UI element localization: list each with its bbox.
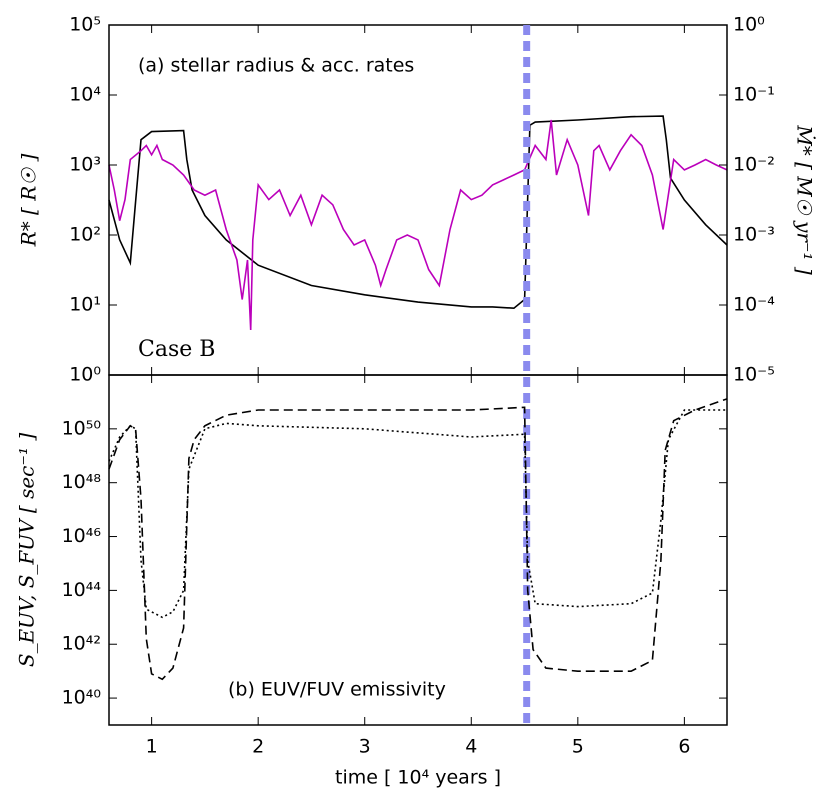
y2-tick-label: 10⁻⁴ — [733, 294, 775, 316]
y-tick-label: 10⁴ — [69, 84, 101, 106]
y2-axis-label: Ṁ* [ M☉ yr⁻¹ ] — [793, 124, 817, 275]
data-line — [108, 398, 728, 681]
y-tick-label: 10² — [69, 224, 101, 246]
plot-frame — [108, 24, 728, 376]
data-line — [108, 409, 727, 619]
y-tick-label: 10⁴⁰ — [62, 687, 101, 709]
y-tick-label: 10⁵⁰ — [62, 417, 101, 439]
y-tick-label: 10³ — [69, 154, 101, 176]
x-tick-label: 5 — [572, 736, 584, 758]
y-tick-label: 10⁴⁴ — [62, 579, 102, 601]
y-tick-label: 10¹ — [69, 294, 101, 316]
y-tick-label: 10⁴⁶ — [62, 525, 101, 547]
y-axis-label: S_EUV, S_FUV [ sec⁻¹ ] — [15, 433, 39, 667]
x-tick-label: 4 — [465, 736, 477, 758]
data-line — [108, 115, 728, 310]
x-tick-label: 1 — [146, 736, 158, 758]
data-line — [108, 119, 728, 331]
annotation: Case B — [138, 337, 215, 362]
y-tick-label: 10⁴² — [62, 633, 101, 655]
y2-tick-label: 10⁻² — [733, 154, 775, 176]
x-tick-label: 3 — [359, 736, 371, 758]
y-tick-label: 10⁴⁸ — [62, 471, 101, 493]
annotation: (a) stellar radius & acc. rates — [138, 55, 414, 77]
y2-tick-label: 10⁻⁵ — [733, 364, 775, 386]
y-axis-label: R* [ R☉ ] — [17, 153, 41, 247]
y2-tick-label: 10⁻¹ — [733, 84, 775, 106]
plot-frame — [108, 374, 728, 726]
x-axis-label: time [ 10⁴ years ] — [335, 767, 501, 789]
y-tick-label: 10⁵ — [69, 14, 101, 36]
x-tick-label: 2 — [252, 736, 264, 758]
annotation: (b) EUV/FUV emissivity — [228, 679, 446, 701]
y2-tick-label: 10⁰ — [733, 14, 765, 36]
y-tick-label: 10⁰ — [69, 364, 101, 386]
x-tick-label: 6 — [678, 736, 690, 758]
y2-tick-label: 10⁻³ — [733, 224, 775, 246]
